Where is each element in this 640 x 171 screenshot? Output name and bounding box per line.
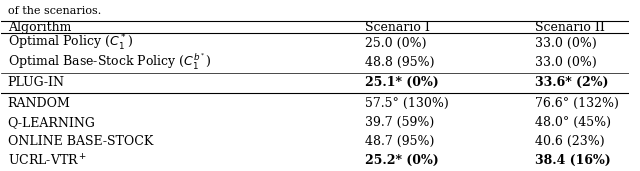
Text: Q-LEARNING: Q-LEARNING	[8, 116, 95, 129]
Text: 40.6 (23%): 40.6 (23%)	[535, 135, 605, 148]
Text: Scenario I: Scenario I	[365, 21, 430, 34]
Text: of the scenarios.: of the scenarios.	[8, 6, 101, 16]
Text: UCRL-VTR$^+$: UCRL-VTR$^+$	[8, 153, 86, 168]
Text: 33.6* (2%): 33.6* (2%)	[535, 76, 609, 89]
Text: PLUG-IN: PLUG-IN	[8, 76, 65, 89]
Text: RANDOM: RANDOM	[8, 97, 70, 110]
Text: 48.0° (45%): 48.0° (45%)	[535, 116, 611, 129]
Text: Optimal Policy ($C_1^*$): Optimal Policy ($C_1^*$)	[8, 33, 132, 53]
Text: Scenario II: Scenario II	[535, 21, 605, 34]
Text: 33.0 (0%): 33.0 (0%)	[535, 37, 596, 50]
Text: Algorithm: Algorithm	[8, 21, 71, 34]
Text: 48.8 (95%): 48.8 (95%)	[365, 56, 435, 69]
Text: 57.5° (130%): 57.5° (130%)	[365, 97, 449, 110]
Text: 25.2* (0%): 25.2* (0%)	[365, 154, 439, 167]
Text: 39.7 (59%): 39.7 (59%)	[365, 116, 435, 129]
Text: 33.0 (0%): 33.0 (0%)	[535, 56, 596, 69]
Text: 25.0 (0%): 25.0 (0%)	[365, 37, 427, 50]
Text: 76.6° (132%): 76.6° (132%)	[535, 97, 619, 110]
Text: 48.7 (95%): 48.7 (95%)	[365, 135, 435, 148]
Text: 25.1* (0%): 25.1* (0%)	[365, 76, 439, 89]
Text: Optimal Base-Stock Policy ($C_1^{b^*}$): Optimal Base-Stock Policy ($C_1^{b^*}$)	[8, 52, 211, 72]
Text: ONLINE BASE-STOCK: ONLINE BASE-STOCK	[8, 135, 153, 148]
Text: 38.4 (16%): 38.4 (16%)	[535, 154, 611, 167]
